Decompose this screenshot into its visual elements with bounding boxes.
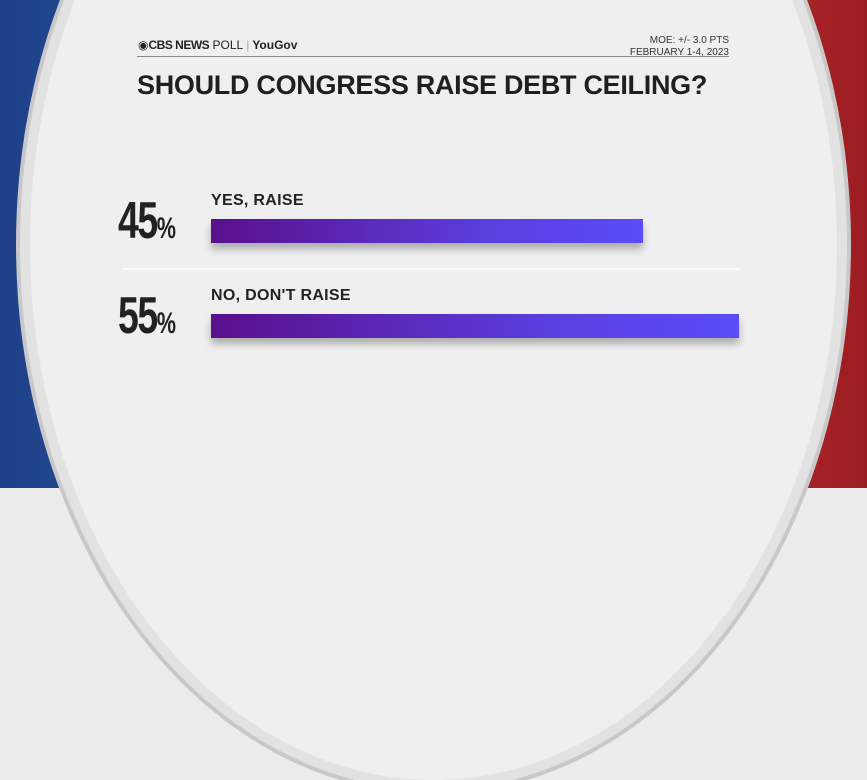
- chart-title: SHOULD CONGRESS RAISE DEBT CEILING?: [137, 70, 708, 100]
- percent-sign: %: [156, 212, 176, 245]
- poll-dates: FEBRUARY 1-4, 2023: [629, 47, 729, 58]
- category-label: YES, RAISE: [211, 192, 304, 209]
- percent-sign: %: [156, 307, 176, 340]
- logo-separator: |: [246, 38, 250, 52]
- data-label: 45%: [118, 192, 176, 255]
- row-divider: [122, 268, 740, 270]
- poll-word: POLL: [212, 38, 244, 52]
- bar: [211, 314, 739, 338]
- cbs-eye-icon: ◉: [138, 38, 149, 52]
- bar: [211, 219, 643, 243]
- category-label: NO, DON'T RAISE: [211, 287, 351, 304]
- cbs-news-poll-logo: ◉CBS NEWS POLL | YouGov: [138, 38, 297, 52]
- data-label: 55%: [118, 287, 176, 350]
- header-divider: [137, 56, 729, 57]
- poll-meta: MOE: +/- 3.0 PTS FEBRUARY 1-4, 2023: [630, 35, 729, 59]
- brand: CBS NEWS: [148, 38, 210, 52]
- margin-of-error: MOE: +/- 3.0 PTS: [649, 35, 729, 46]
- background-disc: [30, 0, 837, 780]
- partner-name: YouGov: [252, 38, 298, 52]
- data-label-value: 45: [118, 192, 158, 250]
- data-label-value: 55: [118, 287, 158, 345]
